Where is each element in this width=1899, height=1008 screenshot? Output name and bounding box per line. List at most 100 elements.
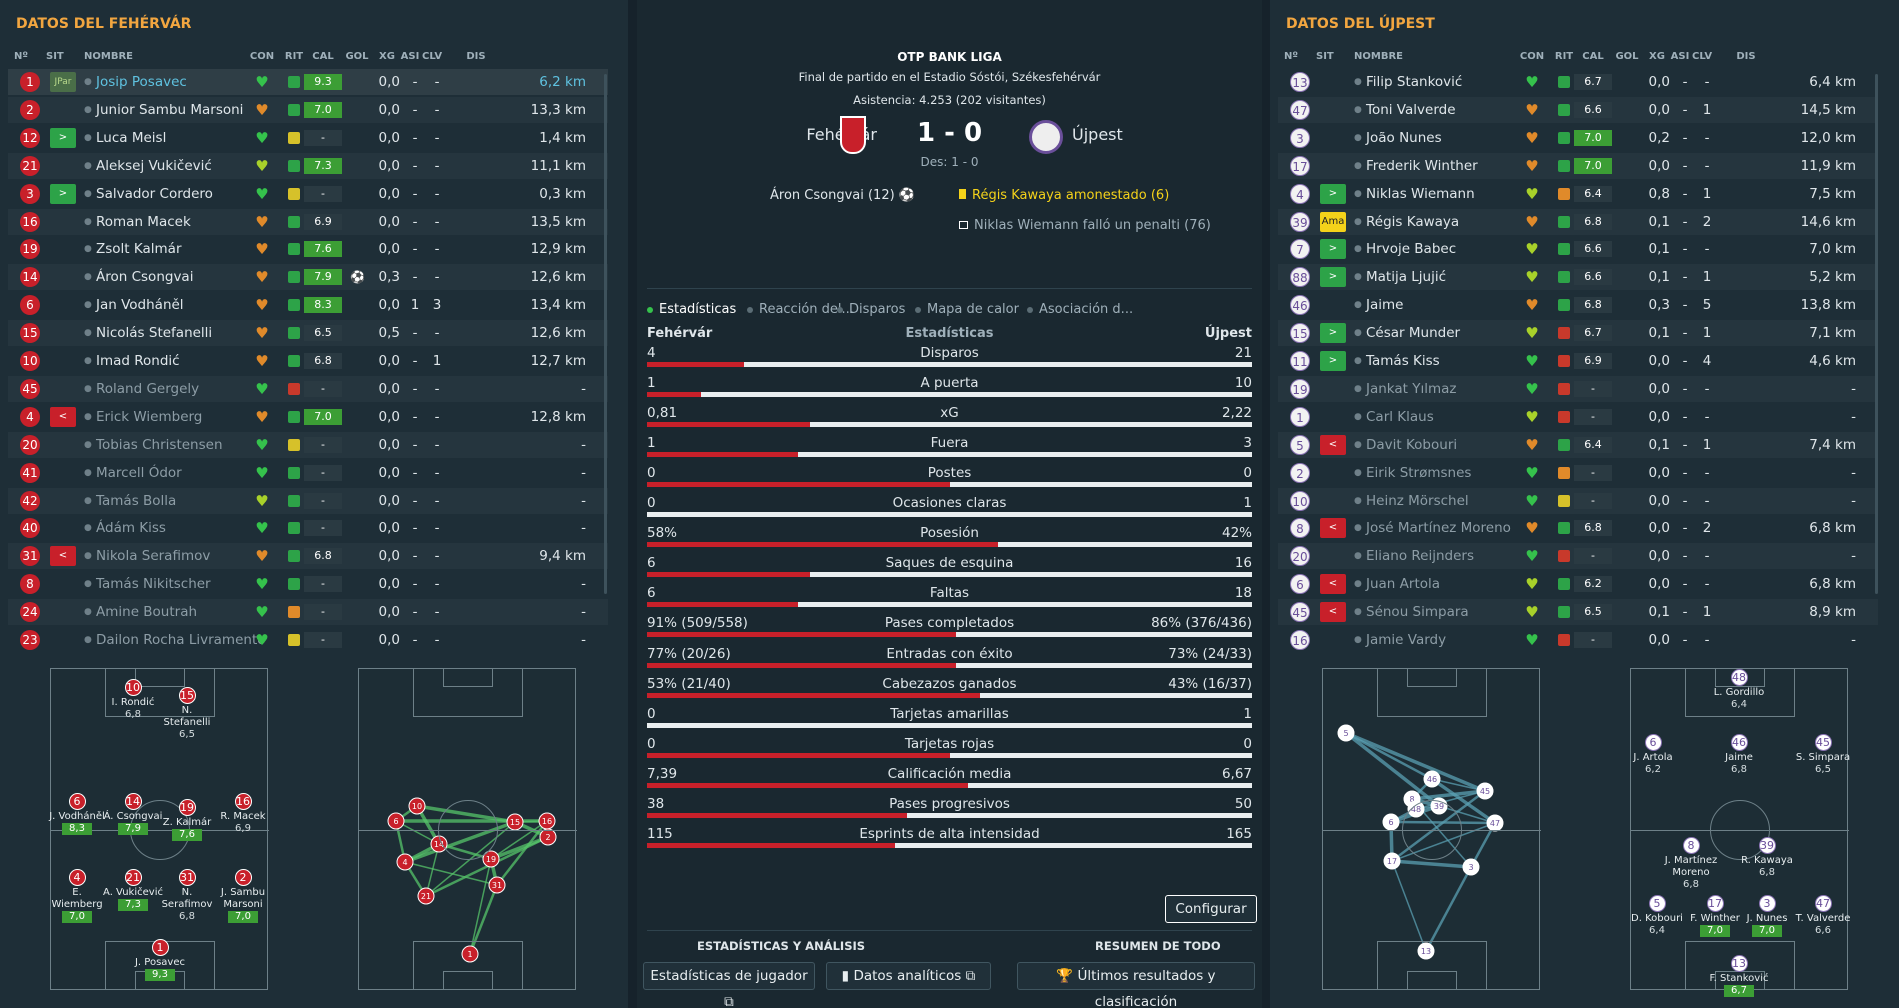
player-name[interactable]: Hrvoje Babec <box>1366 241 1457 258</box>
player-row[interactable]: 24 ● Amine Boutrah ♥ -0,0- - - <box>8 599 608 625</box>
player-name[interactable]: Amine Boutrah <box>96 604 198 621</box>
pass-node[interactable] <box>396 853 414 871</box>
configure-button[interactable]: Configurar <box>1165 895 1257 923</box>
player-name[interactable]: Josip Posavec <box>96 74 187 90</box>
player-row[interactable]: 47 ● Toni Valverde ♥ 6.6 0,0-1 14,5 km <box>1278 97 1878 123</box>
player-row[interactable]: 45 < ● Sénou Simpara ♥ 6.5 0,1-1 8,9 km <box>1278 599 1878 625</box>
player-name[interactable]: Jaime <box>1366 297 1404 314</box>
formation-player[interactable]: 2 J. Sambu Marsoni 7,0 <box>213 869 273 923</box>
column-header[interactable]: RIT <box>284 51 304 62</box>
player-row[interactable]: 6 < ● Juan Artola ♥ 6.2 0,0- -6,8 km <box>1278 571 1878 597</box>
player-row[interactable]: 46 ● Jaime ♥ 6.8 0,3-5 13,8 km <box>1278 292 1878 318</box>
player-name[interactable]: Nicolás Stefanelli <box>96 325 213 342</box>
player-row[interactable]: 8 < ● José Martínez Moreno ♥ 6.8 0,0-2 6,8 km <box>1278 515 1878 541</box>
column-header[interactable]: XG <box>379 51 395 62</box>
formation-player[interactable]: 21 A. Vukičević 7,3 <box>103 869 163 911</box>
column-header[interactable]: CON <box>1519 51 1545 62</box>
player-name[interactable]: Filip Stanković <box>1366 74 1463 90</box>
player-name[interactable]: Roman Macek <box>96 213 191 230</box>
status-badge[interactable]: < <box>1320 602 1346 623</box>
player-name[interactable]: Carl Klaus <box>1366 408 1434 425</box>
player-row[interactable]: 4 > ● Niklas Wiemann ♥ 6.4 0,8-1 7,5 km <box>1278 181 1878 207</box>
formation-player[interactable]: 48 L. Gordillo 6,4 <box>1709 669 1769 711</box>
player-name[interactable]: Dailon Rocha Livramento <box>96 632 266 648</box>
analytics-button[interactable]: ▮ Datos analíticos ⧉ <box>826 962 991 990</box>
status-badge[interactable]: < <box>50 546 76 567</box>
player-name[interactable]: Tamás Nikitscher <box>96 576 211 593</box>
player-name[interactable]: João Nunes <box>1366 129 1442 146</box>
player-row[interactable]: 2 ● Eirik Strømsnes ♥ -0,0- - - <box>1278 460 1878 486</box>
player-name[interactable]: Toni Valverde <box>1366 101 1456 118</box>
pass-node[interactable] <box>461 945 479 963</box>
player-row[interactable]: 4 < ● Erick Wiemberg ♥ 7.0 0,0- -12,8 km <box>8 404 608 430</box>
player-name[interactable]: Jamie Vardy <box>1366 632 1447 648</box>
player-row[interactable]: 10 ● Heinz Mörschel ♥ -0,0- - - <box>1278 488 1878 514</box>
player-name[interactable]: Frederik Winther <box>1366 157 1478 174</box>
away-table-scrollbar[interactable] <box>1875 74 1878 594</box>
player-row[interactable]: 40 ● Ádám Kiss ♥ -0,0- - - <box>8 515 608 541</box>
status-badge[interactable]: > <box>50 127 76 148</box>
analysis-tab[interactable]: Reacción del... <box>747 302 854 317</box>
player-name[interactable]: Roland Gergely <box>96 380 200 397</box>
column-header[interactable]: SIT <box>1316 51 1334 62</box>
formation-player[interactable]: 10 I. Rondić 6,8 <box>103 679 163 721</box>
player-row[interactable]: 21 ● Aleksej Vukičević ♥ 7.3 0,0- -11,1 km <box>8 153 608 179</box>
player-name[interactable]: Tamás Kiss <box>1366 353 1440 369</box>
status-badge[interactable]: > <box>1320 183 1346 204</box>
player-name[interactable]: Eirik Strømsnes <box>1366 464 1472 481</box>
pass-node[interactable] <box>538 812 556 830</box>
column-header[interactable]: Nº <box>14 51 29 62</box>
column-header[interactable]: NOMBRE <box>84 51 133 62</box>
player-row[interactable]: 19 ● Jankat Yılmaz ♥ -0,0- - - <box>1278 376 1878 402</box>
results-button[interactable]: 🏆 Últimos resultados y clasificación <box>1017 962 1255 1008</box>
player-row[interactable]: 1 JPar ● Josip Posavec ♥ 9.3 0,0- -6,2 km <box>8 69 608 95</box>
pass-node[interactable] <box>482 850 500 868</box>
status-badge[interactable]: > <box>50 183 76 204</box>
analysis-tab[interactable]: Disparos <box>837 302 905 317</box>
formation-player[interactable]: 16 R. Macek 6,9 <box>213 793 273 835</box>
player-row[interactable]: 14 ● Áron Csongvai ♥ 7.9 ⚽ 0,3- -12,6 km <box>8 264 608 290</box>
column-header[interactable]: CAL <box>312 51 334 62</box>
player-row[interactable]: 5 < ● Davit Kobouri ♥ 6.4 0,1-1 7,4 km <box>1278 432 1878 458</box>
player-name[interactable]: Aleksej Vukičević <box>96 157 212 174</box>
pass-node[interactable] <box>1383 852 1401 870</box>
pass-node[interactable] <box>1417 942 1435 960</box>
player-name[interactable]: Luca Meisl <box>96 129 167 146</box>
player-name[interactable]: Erick Wiemberg <box>96 408 203 425</box>
player-row[interactable]: 31 < ● Nikola Serafimov ♥ 6.8 0,0- -9,4 km <box>8 543 608 569</box>
player-name[interactable]: Zsolt Kalmár <box>96 241 182 258</box>
player-row[interactable]: 88 > ● Matija Ljujić ♥ 6.6 0,1-1 5,2 km <box>1278 264 1878 290</box>
player-row[interactable]: 23 ● Dailon Rocha Livramento ♥ -0,0- - - <box>8 627 608 653</box>
analysis-tab[interactable]: Asociación d... <box>1027 302 1133 317</box>
pass-node[interactable] <box>1462 858 1480 876</box>
player-row[interactable]: 17 ● Frederik Winther ♥ 7.0 0,0- -11,9 km <box>1278 153 1878 179</box>
player-name[interactable]: Juan Artola <box>1366 576 1441 593</box>
player-row[interactable]: 13 ● Filip Stanković ♥ 6.7 0,0- -6,4 km <box>1278 69 1878 95</box>
player-row[interactable]: 10 ● Imad Rondić ♥ 6.8 0,0-1 12,7 km <box>8 348 608 374</box>
player-name[interactable]: Jan Vodháněl <box>96 297 184 314</box>
player-row[interactable]: 20 ● Eliano Reijnders ♥ -0,0- - - <box>1278 543 1878 569</box>
pass-node[interactable] <box>1423 770 1441 788</box>
player-name[interactable]: Nikola Serafimov <box>96 548 211 565</box>
player-stats-button[interactable]: Estadísticas de jugador ⧉ <box>643 962 815 1008</box>
player-row[interactable]: 7 > ● Hrvoje Babec ♥ 6.6 0,1- -7,0 km <box>1278 236 1878 262</box>
column-header[interactable]: Nº <box>1284 51 1299 62</box>
player-row[interactable]: 16 ● Roman Macek ♥ 6.9 0,0- -13,5 km <box>8 209 608 235</box>
formation-player[interactable]: 13 F. Stanković 6,7 <box>1709 955 1769 997</box>
analysis-tab[interactable]: Mapa de calor <box>915 302 1019 317</box>
status-badge[interactable]: < <box>1320 434 1346 455</box>
player-name[interactable]: Heinz Mörschel <box>1366 492 1469 509</box>
column-header[interactable]: ASI <box>400 51 420 62</box>
pass-node[interactable] <box>387 812 405 830</box>
column-header[interactable]: XG <box>1649 51 1665 62</box>
formation-player[interactable]: 14 Á. Csongvai 7,9 <box>103 793 163 835</box>
column-header[interactable]: GOL <box>345 51 369 62</box>
status-badge[interactable]: < <box>1320 518 1346 539</box>
formation-player[interactable]: 31 N. Serafimov 6,8 <box>157 869 217 923</box>
player-name[interactable]: Imad Rondić <box>96 353 180 369</box>
player-name[interactable]: Davit Kobouri <box>1366 436 1458 453</box>
player-row[interactable]: 2 ● Junior Sambu Marsoni ♥ 7.0 0,0- -13,3 km <box>8 97 608 123</box>
pass-node[interactable] <box>1337 724 1355 742</box>
player-row[interactable]: 3 > ● Salvador Cordero ♥ -0,0- -0,3 km <box>8 181 608 207</box>
formation-player[interactable]: 45 S. Simpara 6,5 <box>1793 734 1853 776</box>
